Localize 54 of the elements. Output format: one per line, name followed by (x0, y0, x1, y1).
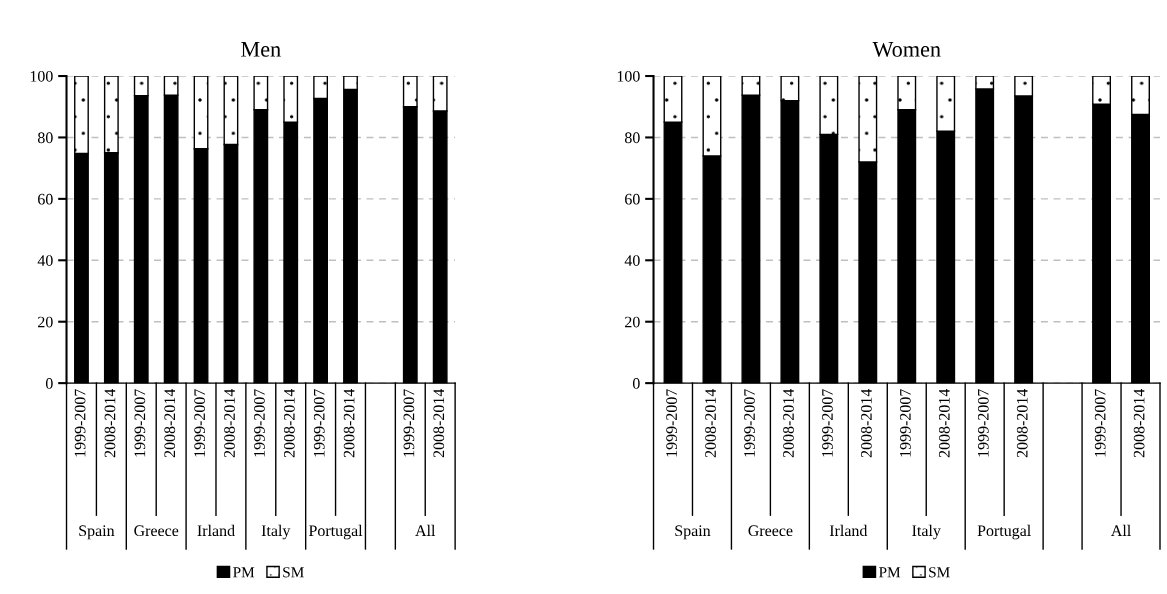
y-tick-label: 60 (38, 193, 53, 205)
text: Portugal (977, 524, 1031, 540)
x-tick-label: 2008-2014 (705, 388, 716, 458)
y-tick-label: 60 (625, 193, 640, 205)
text: Portugal (308, 524, 363, 540)
x-tick-label: 2008-2014 (224, 388, 235, 458)
text: Irland (197, 524, 235, 537)
chart-title: Men (241, 42, 281, 57)
x-tick-label: 1999-2007 (74, 389, 86, 457)
x-tick-label: 2008-2014 (1133, 388, 1145, 458)
text: Italy (261, 524, 291, 540)
text: Spain (675, 525, 711, 540)
x-tick-label: 2008-2014 (283, 388, 295, 458)
text: Italy (912, 524, 941, 540)
x-tick-label: 1999-2007 (666, 389, 677, 457)
legend-label: SM (929, 567, 950, 578)
y-tick-label: 80 (624, 132, 640, 144)
y-tick-label: 100 (617, 70, 640, 82)
y-tick-label: 40 (37, 255, 53, 266)
legend-label: SM (283, 567, 304, 578)
text: Greece (134, 525, 179, 537)
x-tick-label: 1999-2007 (977, 389, 989, 457)
y-tick-label: 80 (37, 132, 53, 144)
x-tick-label: 1999-2007 (1094, 389, 1106, 457)
x-tick-label: 2008-2014 (783, 388, 794, 458)
x-tick-label: 2008-2014 (938, 388, 950, 458)
text: All (415, 524, 436, 536)
x-tick-label: 1999-2007 (744, 389, 755, 457)
legend-label: PM (233, 567, 255, 578)
x-tick-label: 1999-2007 (313, 389, 325, 457)
y-tick-label: 0 (45, 378, 53, 389)
x-tick-label: 2008-2014 (861, 388, 872, 458)
text: Spain (79, 525, 115, 540)
x-tick-label: 1999-2007 (254, 389, 265, 457)
y-tick-label: 20 (625, 316, 640, 328)
x-tick-label: 2008-2014 (433, 388, 445, 458)
text: Irland (829, 524, 868, 537)
x-tick-label: 1999-2007 (899, 389, 911, 457)
text: All (1110, 524, 1131, 536)
chart-title: Women (872, 42, 941, 57)
x-tick-label: 1999-2007 (822, 389, 833, 457)
text: Greece (748, 525, 793, 537)
x-tick-label: 1999-2007 (194, 389, 206, 457)
x-tick-label: 1999-2007 (403, 389, 415, 457)
y-tick-label: 40 (624, 255, 640, 266)
x-tick-label: 2008-2014 (1016, 388, 1028, 458)
x-tick-label: 2008-2014 (104, 388, 116, 458)
y-tick-label: 0 (632, 378, 640, 389)
x-tick-label: 2008-2014 (343, 388, 355, 458)
legend-label: PM (879, 567, 901, 578)
y-tick-label: 20 (38, 316, 53, 328)
y-tick-label: 100 (30, 70, 53, 82)
x-tick-label: 1999-2007 (134, 389, 146, 457)
x-tick-label: 2008-2014 (164, 388, 176, 458)
